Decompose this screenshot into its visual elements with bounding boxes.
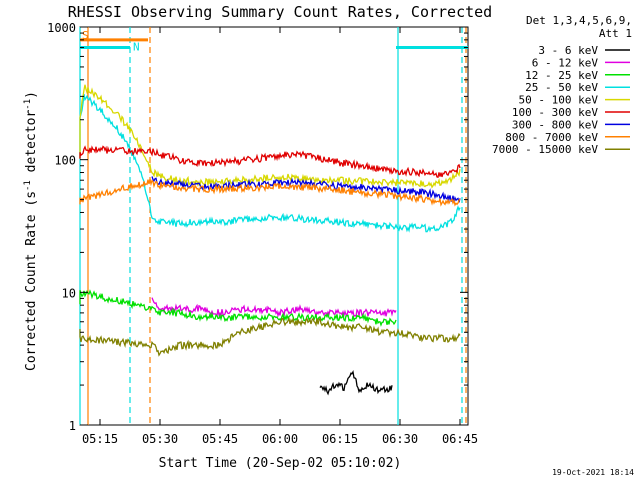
event-markers — [79, 27, 467, 425]
legend-label: 300 - 800 keV — [512, 118, 598, 131]
annotations: SN — [80, 29, 468, 54]
series-line — [79, 93, 461, 233]
x-tick-label: 06:45 — [442, 432, 478, 446]
timestamp: 19-Oct-2021 18:14 — [552, 468, 634, 477]
series-line — [151, 297, 397, 318]
attenuator-label: S — [82, 29, 89, 42]
y-axis-label-main: Corrected Count Rate (s — [24, 191, 39, 371]
y-axis-label-sup2: -1 — [23, 99, 33, 110]
y-axis-label-mid: detector — [24, 110, 39, 181]
night-label: N — [133, 41, 140, 54]
legend-header-2: Att 1 — [599, 27, 632, 40]
x-axis-label: Start Time (20-Sep-02 05:10:02) — [159, 456, 402, 471]
series-line — [79, 289, 397, 327]
x-axis: 05:15 05:30 05:45 06:00 06:15 06:30 06:45 — [82, 27, 478, 446]
plot-area: SN — [79, 26, 469, 426]
legend-label: 25 - 50 keV — [525, 81, 598, 94]
series-layer — [79, 84, 461, 396]
legend-label: 50 - 100 keV — [519, 94, 599, 107]
chart-title: RHESSI Observing Summary Count Rates, Co… — [68, 3, 492, 21]
legend-label: 3 - 6 keV — [538, 44, 598, 57]
y-tick-label: 10 — [62, 286, 76, 300]
legend-label: 800 - 7000 keV — [505, 131, 598, 144]
legend-label: 12 - 25 keV — [525, 69, 598, 82]
y-axis-label-end: ) — [24, 91, 39, 99]
series-line — [79, 316, 461, 357]
y-tick-label: 1 — [69, 419, 76, 433]
x-tick-label: 05:45 — [202, 432, 238, 446]
x-tick-label: 05:15 — [82, 432, 118, 446]
y-axis-label-sup1: -1 — [23, 180, 33, 191]
legend-label: 6 - 12 keV — [532, 56, 599, 69]
y-axis-label: Corrected Count Rate (s-1 detector-1) — [23, 91, 39, 371]
y-tick-label: 100 — [54, 154, 76, 168]
series-line — [79, 178, 461, 207]
series-line — [319, 369, 393, 396]
series-line — [79, 84, 461, 189]
legend-label: 100 - 300 keV — [512, 106, 598, 119]
y-axis: 1 10 100 1000 — [47, 21, 468, 433]
legend-header-1: Det 1,3,4,5,6,9, — [526, 14, 632, 27]
x-tick-label: 06:00 — [262, 432, 298, 446]
x-tick-label: 06:30 — [382, 432, 418, 446]
x-tick-label: 05:30 — [142, 432, 178, 446]
series-line — [79, 145, 461, 178]
x-tick-label: 06:15 — [322, 432, 358, 446]
y-tick-label: 1000 — [47, 21, 76, 35]
legend-label: 7000 - 15000 keV — [492, 143, 598, 156]
